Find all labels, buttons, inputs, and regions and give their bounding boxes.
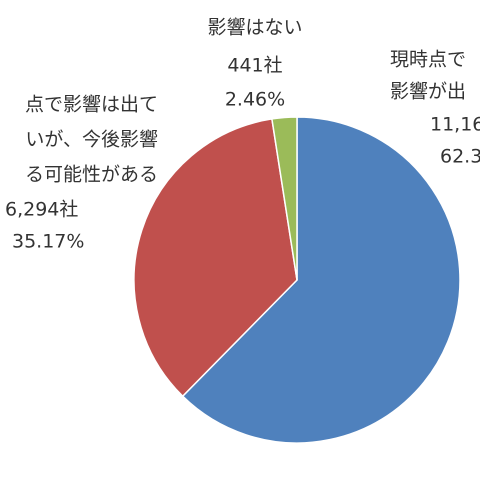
category-label: 点で影響は出て xyxy=(25,94,158,116)
value-label: 35.17% xyxy=(12,231,84,253)
pie-slice xyxy=(133,118,298,398)
category-label: いが、今後影響 xyxy=(25,129,158,151)
category-label: 影響が出 xyxy=(390,81,466,103)
count-label: 11,16 xyxy=(430,114,480,136)
pie-slice xyxy=(181,116,461,444)
category-label: 影響はない xyxy=(207,17,302,39)
value-label: 62.3 xyxy=(440,146,480,168)
count-label: 6,294社 xyxy=(5,199,78,221)
pie-slice xyxy=(271,116,298,281)
category-label: る可能性がある xyxy=(25,164,158,186)
category-label: 現時点で xyxy=(390,49,466,71)
value-label: 2.46% xyxy=(225,89,285,111)
count-label: 441社 xyxy=(227,55,282,77)
